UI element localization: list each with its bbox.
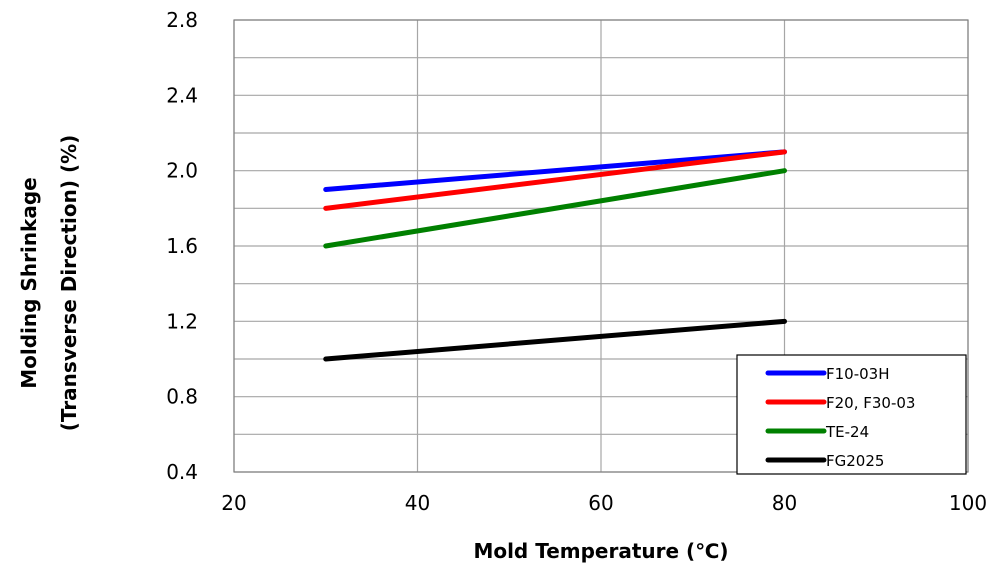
x-tick-label: 20 — [221, 491, 246, 515]
y-tick-label: 0.8 — [166, 385, 198, 409]
legend-label: F20, F30-03 — [826, 394, 915, 412]
legend-label: TE-24 — [825, 423, 869, 441]
x-tick-label: 60 — [588, 491, 613, 515]
legend-label: FG2025 — [826, 452, 884, 470]
legend-box — [736, 354, 967, 475]
x-axis-title: Mold Temperature (℃) — [473, 539, 728, 563]
series-line-4 — [323, 318, 787, 362]
y-tick-label: 1.6 — [166, 234, 198, 258]
y-axis-title-line-1: Molding Shrinkage — [17, 177, 41, 388]
series-line-2 — [323, 149, 787, 211]
y-axis-ticks: 0.4 0.8 1.2 1.6 2.0 2.4 2.8 — [166, 8, 198, 484]
x-axis-ticks: 20 40 60 80 100 — [221, 491, 987, 515]
x-tick-label: 100 — [949, 491, 987, 515]
series-line-3 — [323, 168, 787, 249]
series-group — [323, 149, 787, 362]
x-tick-label: 40 — [405, 491, 430, 515]
y-tick-label: 2.8 — [166, 8, 198, 32]
x-tick-label: 80 — [772, 491, 797, 515]
y-tick-label: 2.4 — [166, 83, 198, 107]
y-axis-title-line-2: (Transverse Direction) (%) — [57, 135, 81, 432]
y-tick-label: 1.2 — [166, 309, 198, 333]
plot-border — [233, 19, 969, 473]
series-line-1 — [323, 149, 787, 192]
y-tick-label: 0.4 — [166, 460, 198, 484]
legend-label: F10-03H — [826, 365, 890, 383]
legend: F10-03H F20, F30-03 TE-24 FG2025 — [736, 354, 967, 475]
y-tick-label: 2.0 — [166, 159, 198, 183]
